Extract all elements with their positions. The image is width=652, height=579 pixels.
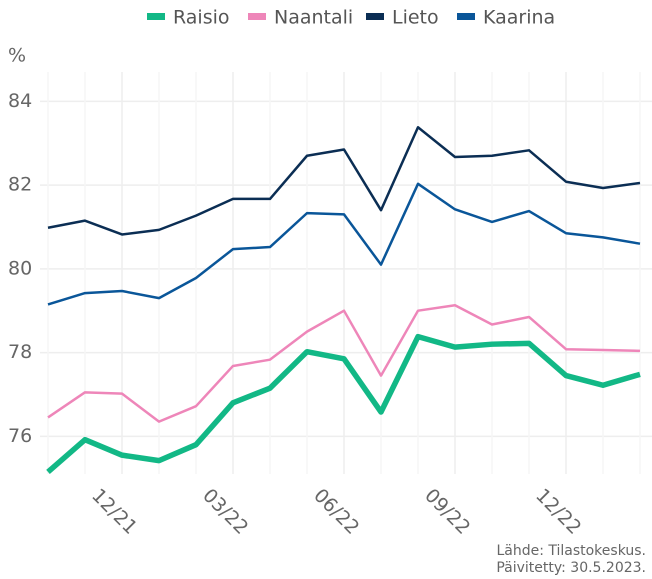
- x-tick-label: 06/22: [309, 485, 363, 539]
- y-axis-label: %: [8, 45, 26, 67]
- line-0: [46, 333, 641, 474]
- line-3: [47, 182, 641, 306]
- legend-marker: [457, 13, 475, 20]
- x-tick-label: 09/22: [420, 485, 474, 539]
- y-tick-label: 84: [8, 90, 32, 112]
- x-tick-label: 03/22: [198, 485, 252, 539]
- legend-marker: [366, 13, 384, 20]
- y-tick-label: 82: [8, 174, 32, 196]
- line-2: [47, 126, 641, 236]
- legend-label: Naantali: [274, 7, 353, 29]
- legend-label: Lieto: [392, 7, 439, 29]
- legend-marker: [147, 13, 165, 20]
- line-1: [47, 303, 641, 423]
- legend-label: Raisio: [173, 7, 230, 29]
- x-tick-label: 12/21: [87, 485, 141, 539]
- x-tick-label: 12/22: [531, 485, 585, 539]
- y-tick-label: 76: [8, 425, 32, 447]
- source: Lähde: Tilastokeskus.: [496, 543, 646, 559]
- updated: Päivitetty: 30.5.2023.: [496, 560, 646, 576]
- legend-label: Kaarina: [483, 7, 555, 29]
- y-tick-label: 80: [8, 257, 32, 279]
- y-tick-label: 78: [8, 341, 32, 363]
- legend-marker: [248, 13, 266, 20]
